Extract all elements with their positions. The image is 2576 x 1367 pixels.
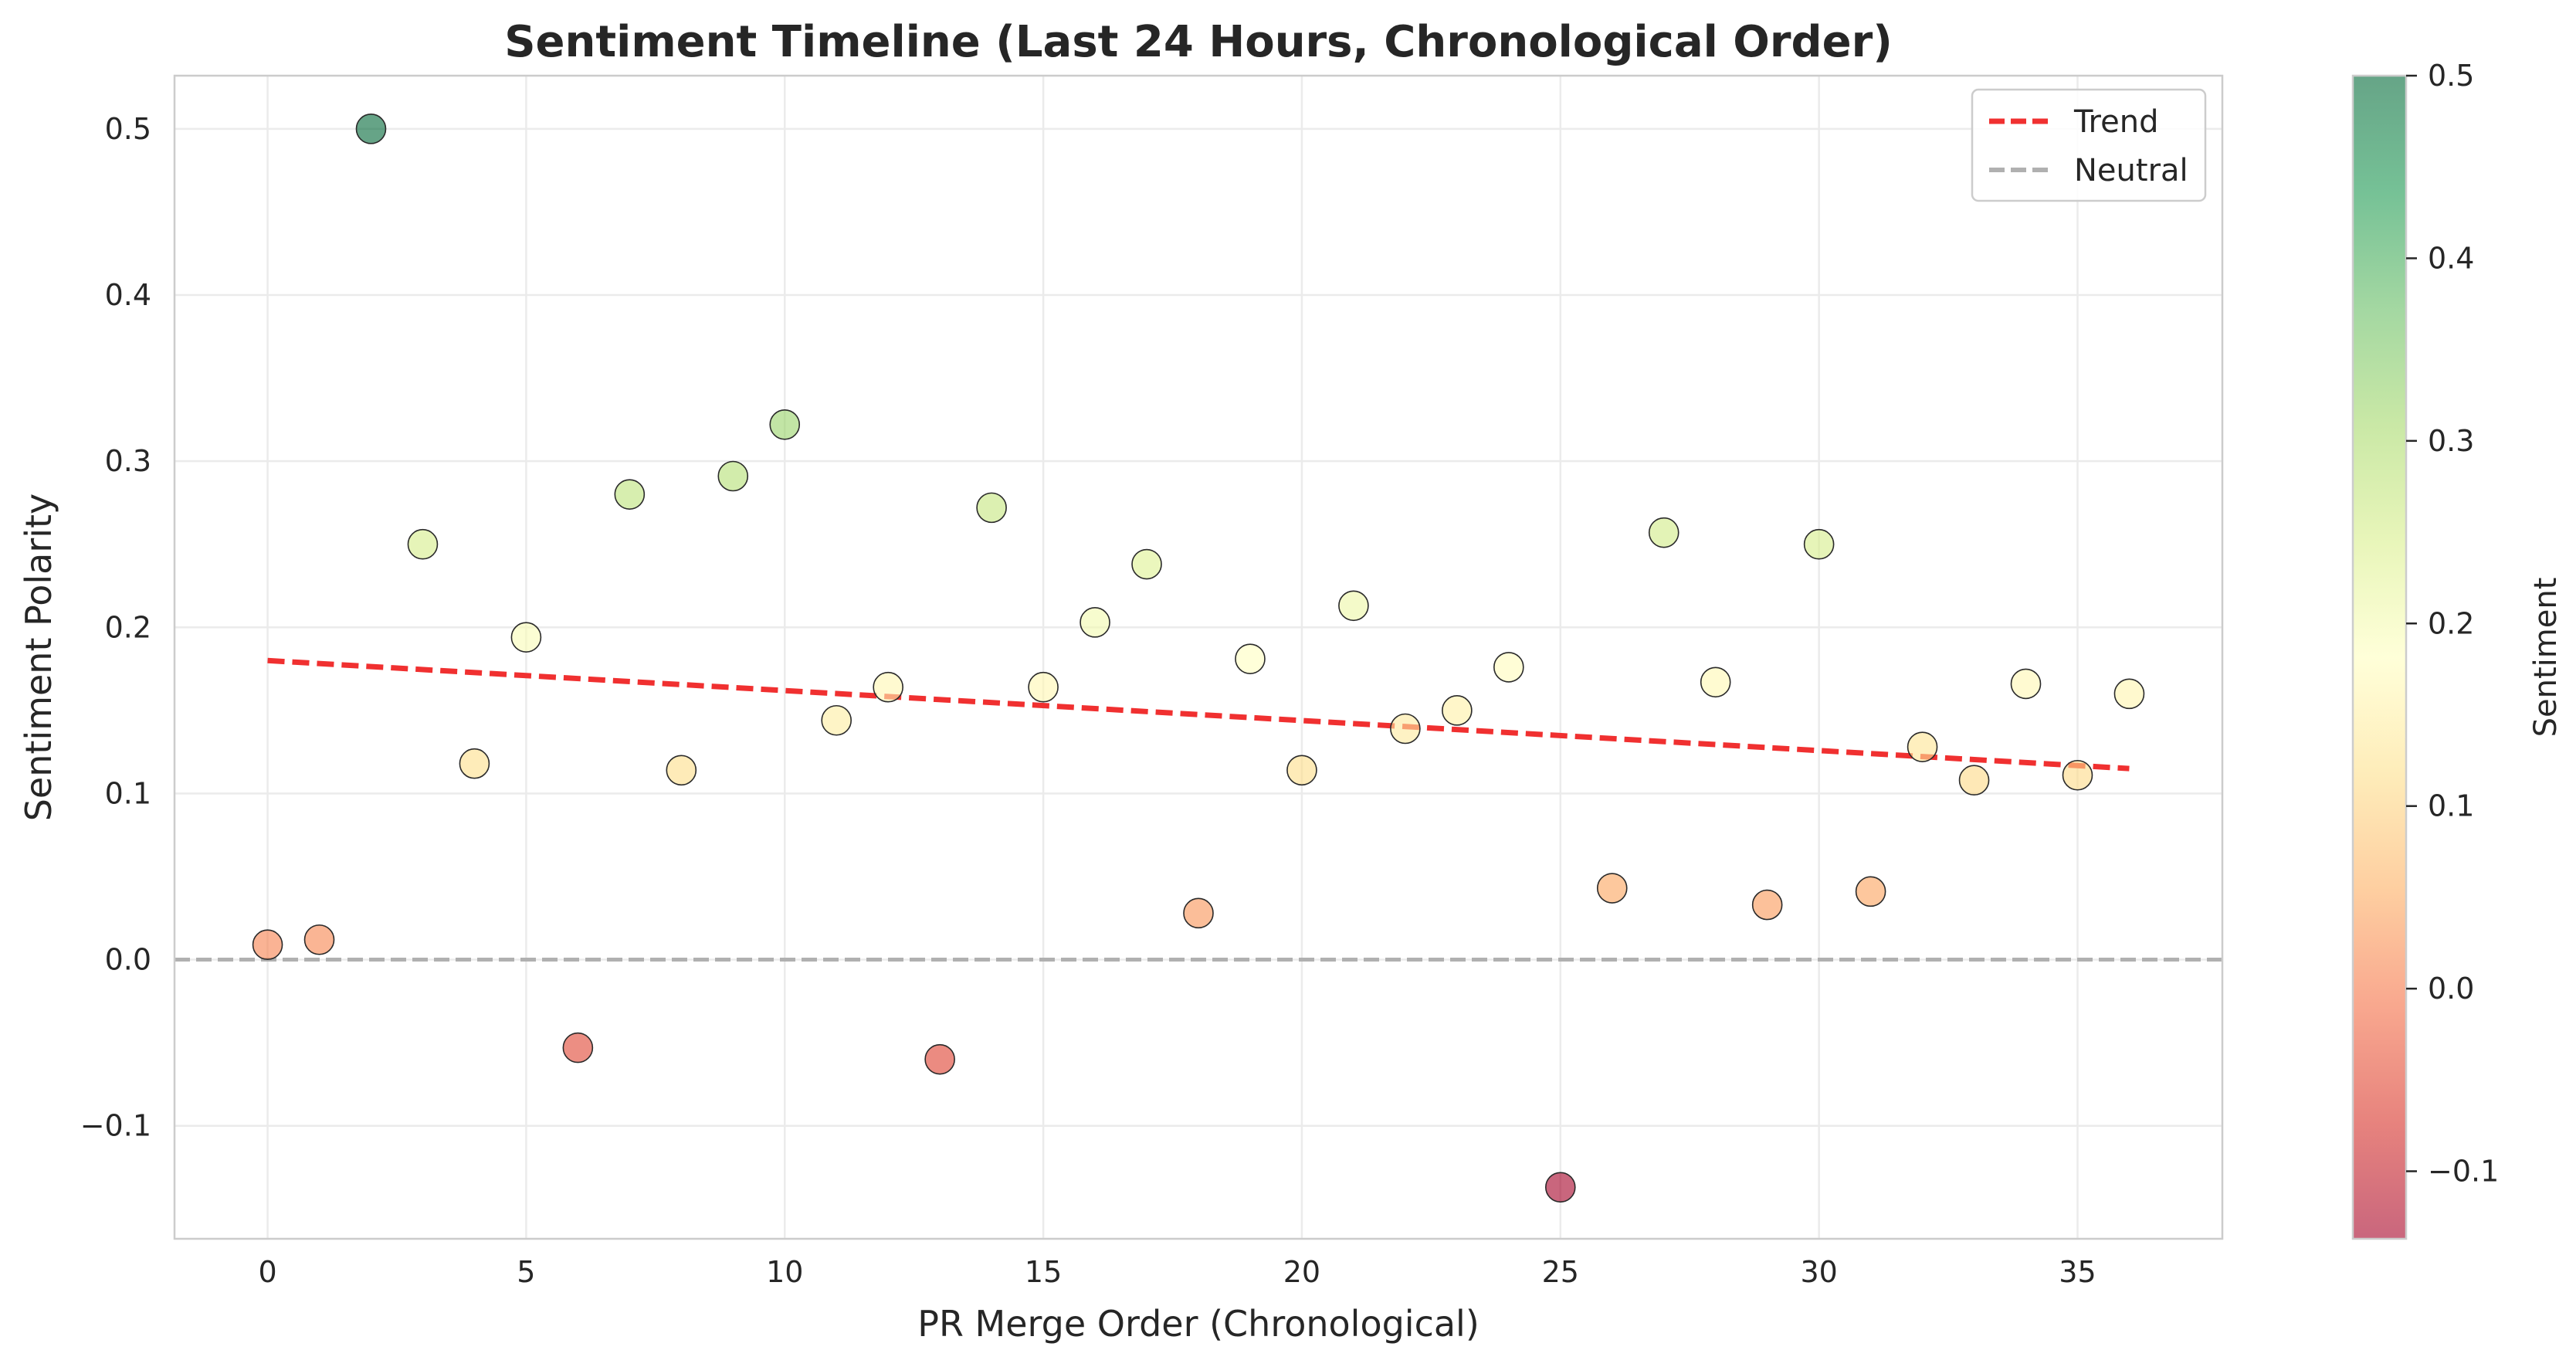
y-axis-label: Sentiment Polarity — [18, 494, 59, 822]
data-point — [821, 704, 852, 736]
legend-box — [1971, 88, 2207, 202]
colorbar-tick-label: −0.1 — [2428, 1155, 2499, 1189]
data-point — [1183, 897, 1214, 929]
data-point — [407, 528, 439, 560]
data-point — [459, 748, 490, 779]
legend-trend-label: Trend — [2073, 104, 2158, 140]
y-tick-label: 0.1 — [105, 776, 151, 810]
chart-title: Sentiment Timeline (Last 24 Hours, Chron… — [504, 17, 1893, 67]
data-point — [1700, 667, 1731, 698]
x-tick-label: 10 — [766, 1255, 803, 1289]
data-point — [1338, 590, 1369, 622]
y-tick-label: 0.5 — [105, 112, 151, 146]
x-tick-label: 15 — [1025, 1255, 1062, 1289]
colorbar-ticks: −0.1 0.0 0.1 0.2 0.3 0.4 0.5 — [2406, 59, 2499, 1189]
colorbar-label: Sentiment — [2528, 578, 2564, 738]
colorbar-tick-label: 0.4 — [2428, 241, 2474, 275]
y-tick-label: 0.0 — [105, 943, 151, 977]
data-point — [1958, 765, 1990, 796]
data-point — [666, 755, 697, 786]
colorbar-tick-label: 0.3 — [2428, 424, 2474, 458]
data-point — [303, 924, 335, 955]
colorbar-tick-label: 0.1 — [2428, 789, 2474, 823]
x-tick-label: 25 — [1542, 1255, 1579, 1289]
colorbar-tick-label: 0.0 — [2428, 972, 2474, 1006]
x-tick-label: 30 — [1800, 1255, 1837, 1289]
data-point — [769, 409, 801, 440]
data-point — [1803, 528, 1835, 560]
data-point — [1442, 695, 1473, 726]
data-point — [1648, 517, 1679, 548]
y-tick-label: −0.1 — [80, 1109, 151, 1143]
data-point — [1855, 876, 1886, 907]
colorbar: −0.1 0.0 0.1 0.2 0.3 0.4 0.5 Sentiment — [2351, 59, 2564, 1240]
data-point — [252, 929, 283, 960]
data-point — [1131, 548, 1162, 580]
x-axis-label: PR Merge Order (Chronological) — [917, 1303, 1480, 1345]
x-tick-label: 20 — [1283, 1255, 1320, 1289]
data-point — [1235, 643, 1266, 674]
data-point — [2062, 759, 2093, 791]
y-tick-label: 0.2 — [105, 610, 151, 644]
data-point — [562, 1032, 594, 1063]
data-point — [976, 492, 1007, 524]
data-point — [1286, 755, 1317, 786]
y-tick-labels: −0.1 0.0 0.1 0.2 0.3 0.4 0.5 — [80, 112, 151, 1143]
data-point — [1544, 1172, 1576, 1203]
data-point — [1751, 889, 1783, 921]
data-point — [2010, 668, 2042, 700]
colorbar-gradient — [2353, 76, 2406, 1239]
data-point — [1493, 652, 1524, 683]
data-point — [1080, 607, 1110, 638]
x-tick-label: 35 — [2059, 1255, 2096, 1289]
data-point — [1390, 713, 1421, 745]
data-point — [873, 671, 903, 703]
data-point — [510, 622, 542, 653]
data-point — [1596, 873, 1628, 904]
reference-lines — [175, 657, 2222, 962]
colorbar-frame — [2351, 74, 2408, 1240]
plot-frame — [173, 74, 2224, 1240]
legend-neutral-label: Neutral — [2074, 153, 2188, 188]
data-point — [2113, 678, 2145, 710]
grid-layer — [175, 76, 2222, 1239]
data-point — [614, 479, 646, 510]
colorbar-tick-label: 0.5 — [2428, 59, 2474, 93]
y-tick-label: 0.3 — [105, 444, 151, 478]
data-point — [1028, 671, 1059, 703]
x-tick-label: 5 — [517, 1255, 535, 1289]
data-point — [355, 114, 387, 144]
y-tick-label: 0.4 — [105, 278, 151, 312]
data-point — [1907, 731, 1938, 762]
x-tick-label: 0 — [258, 1255, 276, 1289]
data-point — [924, 1043, 955, 1075]
points-layer — [252, 114, 2145, 1203]
data-point — [717, 460, 749, 492]
colorbar-tick-label: 0.2 — [2428, 606, 2474, 640]
x-tick-labels: 0 5 10 15 20 25 30 35 — [258, 1255, 2096, 1289]
legend: Trend Neutral — [1971, 88, 2207, 202]
trend-line — [267, 657, 2130, 772]
